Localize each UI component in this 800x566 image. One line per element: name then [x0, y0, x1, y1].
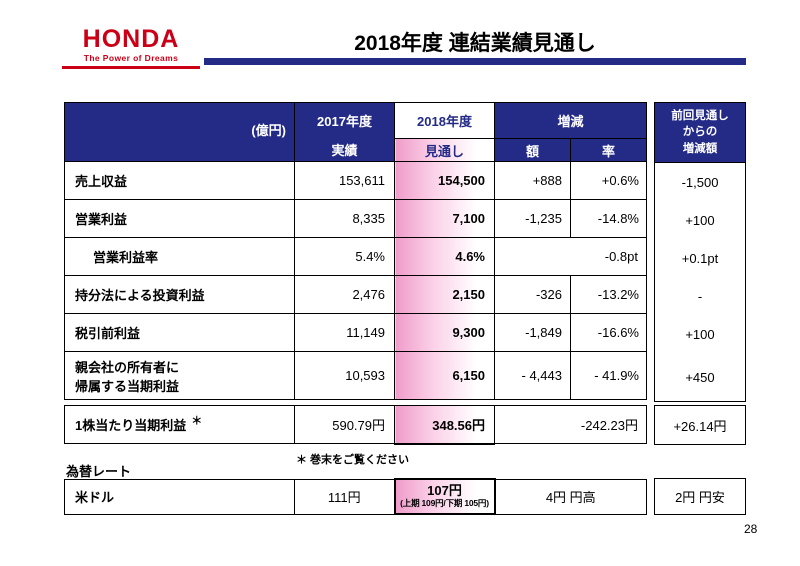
value-2017: 5.4%: [294, 237, 395, 276]
eps-label: 1株当たり当期利益: [75, 418, 187, 433]
row-label: 売上収益: [64, 161, 295, 200]
value-2018: 7,100: [394, 199, 495, 238]
honda-wordmark: HONDA: [82, 25, 180, 53]
prev-fx-value: 2円 円安: [654, 478, 746, 515]
table-row: 1株当たり当期利益 ＊ 590.79円 348.56円 -242.23円: [64, 405, 647, 445]
value-change-rate: - 41.9%: [570, 351, 647, 400]
value-change-rate: -14.8%: [570, 199, 647, 238]
forecast-table: (億円) 2017年度 実績 2018年度 増減 見通し 額 率 売上収益 15…: [64, 102, 647, 400]
col-2017-year: 2017年度: [317, 114, 372, 129]
prev-value: -: [697, 288, 703, 304]
eps-label-cell: 1株当たり当期利益 ＊: [64, 405, 295, 444]
row-label: 営業利益率: [64, 237, 295, 276]
table-row: 持分法による投資利益 2,476 2,150 -326 -13.2%: [64, 275, 647, 314]
fx-currency: 米ドル: [64, 478, 295, 515]
table-row: 米ドル 111円 107円 (上期 109円/下期 105円) 4円 円高: [64, 478, 647, 515]
fx-2018-half-rates: (上期 109円/下期 105円): [400, 498, 489, 509]
value-change-amount: +888: [494, 161, 571, 200]
prev-value: -1,500: [681, 174, 719, 190]
value-2017: 153,611: [294, 161, 395, 200]
page-number: 28: [744, 522, 758, 536]
eps-value-change: -242.23円: [494, 405, 647, 444]
logo-underline: [62, 66, 200, 70]
honda-tagline: The Power of Dreams: [83, 53, 179, 64]
row-label: 税引前利益: [64, 313, 295, 352]
fx-value-2018: 107円 (上期 109円/下期 105円): [393, 478, 496, 515]
fx-2018-rate: 107円: [427, 483, 462, 499]
value-change-amount: -1,849: [494, 313, 571, 352]
footnote: ＊ 巻末をご覧ください: [296, 454, 410, 466]
value-change-merged: -0.8pt: [494, 237, 647, 276]
value-change-amount: -326: [494, 275, 571, 314]
prev-value: +100: [685, 212, 715, 228]
value-2017: 10,593: [294, 351, 395, 400]
value-2018: 2,150: [394, 275, 495, 314]
prev-value: +0.1pt: [681, 250, 719, 266]
page-title: 2018年度 連結業績見通し: [354, 32, 596, 55]
col-2018-header: 2018年度: [394, 102, 495, 139]
value-2018: 4.6%: [394, 237, 495, 276]
col-rate-header: 率: [570, 138, 647, 162]
prev-column-header: 前回見通し からの 増減額: [654, 102, 746, 163]
fx-table: 米ドル 111円 107円 (上期 109円/下期 105円) 4円 円高: [64, 478, 647, 515]
eps-value-2017: 590.79円: [294, 405, 395, 444]
table-row: 親会社の所有者に 帰属する当期利益 10,593 6,150 - 4,443 -…: [64, 351, 647, 400]
col-forecast-header: 見通し: [394, 138, 495, 162]
fx-section-label: 為替レート: [66, 464, 132, 479]
prev-column-values: -1,500 +100 +0.1pt - +100 +450: [654, 162, 746, 402]
fx-value-2017: 111円: [294, 478, 395, 515]
eps-asterisk: ＊: [191, 415, 203, 427]
col-change-header: 増減: [494, 102, 647, 139]
table-row: 売上収益 153,611 154,500 +888 +0.6%: [64, 161, 647, 200]
unit-label-cell: (億円): [64, 102, 295, 162]
value-2017: 8,335: [294, 199, 395, 238]
value-change-amount: -1,235: [494, 199, 571, 238]
prev-eps-value: +26.14円: [654, 405, 746, 445]
row-label: 持分法による投資利益: [64, 275, 295, 314]
row-label: 営業利益: [64, 199, 295, 238]
value-2017: 11,149: [294, 313, 395, 352]
value-change-rate: -16.6%: [570, 313, 647, 352]
prev-value: +450: [685, 369, 715, 385]
value-change-rate: -13.2%: [570, 275, 647, 314]
eps-value-2018: 348.56円: [394, 405, 495, 445]
title-underline: [204, 58, 746, 65]
honda-logo: HONDA The Power of Dreams: [62, 25, 200, 70]
table-row: 税引前利益 11,149 9,300 -1,849 -16.6%: [64, 313, 647, 352]
value-2018: 154,500: [394, 161, 495, 200]
value-2018: 9,300: [394, 313, 495, 352]
table-row: 営業利益 8,335 7,100 -1,235 -14.8%: [64, 199, 647, 238]
value-change-rate: +0.6%: [570, 161, 647, 200]
col-amount-header: 額: [494, 138, 571, 162]
value-change-amount: - 4,443: [494, 351, 571, 400]
prev-value: +100: [685, 326, 715, 342]
unit-label: (億円): [251, 123, 286, 138]
eps-table: 1株当たり当期利益 ＊ 590.79円 348.56円 -242.23円: [64, 405, 647, 445]
col-2017-sub: 実績: [331, 143, 358, 158]
value-2017: 2,476: [294, 275, 395, 314]
row-label: 親会社の所有者に 帰属する当期利益: [64, 351, 295, 400]
fx-value-change: 4円 円高: [494, 478, 647, 515]
table-row: 営業利益率 5.4% 4.6% -0.8pt: [64, 237, 647, 276]
col-2017-header: 2017年度 実績: [294, 102, 395, 162]
value-2018: 6,150: [394, 351, 495, 400]
